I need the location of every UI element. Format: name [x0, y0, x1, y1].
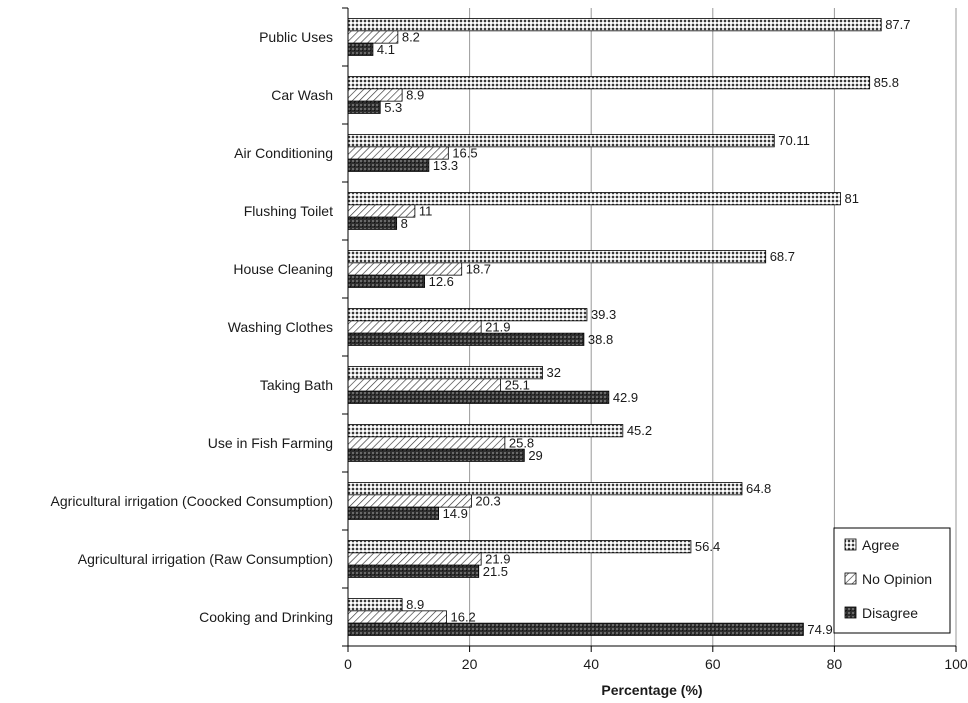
bar-agree — [347, 308, 588, 322]
category-label: Flushing Toilet — [244, 203, 333, 219]
data-label: 8.2 — [402, 30, 420, 45]
category-label: Washing Clothes — [228, 319, 333, 335]
data-label: 29 — [528, 448, 542, 463]
data-label: 20.3 — [475, 494, 500, 509]
bar-disagree — [347, 100, 381, 114]
bar-disagree — [347, 274, 426, 288]
bar-no-opinion — [347, 436, 506, 450]
category-label: Taking Bath — [260, 377, 333, 393]
data-label: 14.9 — [443, 506, 468, 521]
bar-agree — [347, 134, 775, 148]
data-label: 12.6 — [429, 274, 454, 289]
bar-agree — [347, 540, 692, 554]
bar-disagree — [347, 332, 585, 346]
bar-agree — [347, 598, 403, 612]
data-label: 21.9 — [485, 320, 510, 335]
data-label: 25.8 — [509, 436, 534, 451]
legend-label: Agree — [862, 537, 900, 553]
data-label: 13.3 — [433, 158, 458, 173]
x-tick-label: 80 — [827, 656, 843, 672]
data-label: 81 — [844, 191, 858, 206]
data-label: 8.9 — [406, 88, 424, 103]
bar-agree — [347, 482, 743, 496]
bar-disagree — [347, 390, 610, 404]
legend-label: No Opinion — [862, 571, 932, 587]
category-label: Agricultural irrigation (Raw Consumption… — [78, 551, 333, 567]
data-label: 21.5 — [483, 564, 508, 579]
data-label: 42.9 — [613, 390, 638, 405]
data-label: 87.7 — [885, 17, 910, 32]
bar-agree — [347, 76, 871, 90]
bar-disagree — [347, 448, 525, 462]
data-label: 64.8 — [746, 481, 771, 496]
bar-no-opinion — [347, 610, 447, 624]
legend-swatch-no-opinion — [844, 572, 857, 585]
category-label: Public Uses — [259, 29, 333, 45]
data-label: 70.11 — [778, 133, 810, 148]
bar-disagree — [347, 158, 430, 172]
x-tick-label: 100 — [944, 656, 968, 672]
data-label: 16.5 — [452, 146, 477, 161]
bar-agree — [347, 250, 767, 264]
data-label: 16.2 — [450, 610, 475, 625]
data-label: 74.9 — [807, 622, 832, 637]
data-label: 45.2 — [627, 423, 652, 438]
legend-swatch-agree — [844, 538, 857, 551]
data-label: 25.1 — [505, 378, 530, 393]
x-tick-label: 0 — [344, 656, 352, 672]
category-label: Air Conditioning — [234, 145, 333, 161]
data-label: 11 — [419, 204, 433, 219]
bar-disagree — [347, 506, 439, 520]
legend: Agree No Opinion Disagree — [833, 527, 951, 634]
data-label: 38.8 — [588, 332, 613, 347]
data-label: 4.1 — [377, 42, 395, 57]
bars: 87.7 8.2 4.1 85.8 8.9 5.3 70.11 16.513.3 81 11 8 68… — [347, 17, 911, 637]
data-label: 68.7 — [770, 249, 795, 264]
x-tick-label: 40 — [583, 656, 599, 672]
bar-no-opinion — [347, 320, 482, 334]
data-label: 8 — [401, 216, 408, 231]
data-label: 18.7 — [466, 262, 491, 277]
data-label: 39.3 — [591, 307, 616, 322]
bar-agree — [347, 424, 624, 438]
legend-swatch-disagree — [844, 606, 857, 619]
x-tick-label: 20 — [462, 656, 478, 672]
data-label: 21.9 — [485, 552, 510, 567]
category-label: Use in Fish Farming — [208, 435, 333, 451]
category-label: Car Wash — [271, 87, 333, 103]
bar-no-opinion — [347, 552, 482, 566]
bar-disagree — [347, 216, 398, 230]
data-label: 8.9 — [406, 597, 424, 612]
x-axis-title: Percentage (%) — [601, 682, 702, 698]
data-label: 56.4 — [695, 539, 720, 554]
bar-disagree — [347, 564, 480, 578]
bar-disagree — [347, 622, 804, 636]
axes: Public Uses Car Wash Air Conditioning Flush… — [51, 7, 968, 672]
data-label: 5.3 — [384, 100, 402, 115]
category-label: Cooking and Drinking — [199, 609, 333, 625]
category-label: Agricultural irrigation (Coocked Consump… — [51, 493, 333, 509]
data-label: 32 — [547, 365, 561, 380]
bar-agree — [347, 18, 882, 32]
category-label: House Cleaning — [233, 261, 333, 277]
data-label: 85.8 — [874, 75, 899, 90]
legend-label: Disagree — [862, 605, 918, 621]
x-tick-label: 60 — [705, 656, 721, 672]
bar-no-opinion — [347, 378, 502, 392]
bar-disagree — [347, 42, 374, 56]
